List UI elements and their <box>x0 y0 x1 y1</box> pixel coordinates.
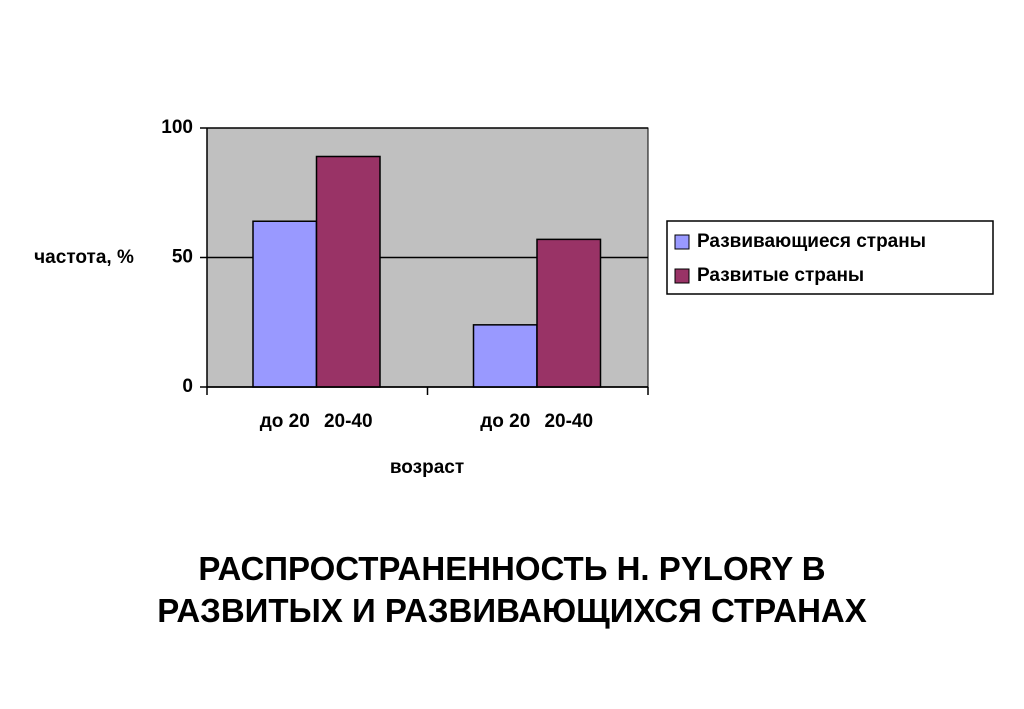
y-tick-label: 0 <box>182 376 193 397</box>
bar <box>472 324 538 388</box>
x-tick-label: до 20 <box>480 411 530 432</box>
x-tick-label: 20-40 <box>544 411 593 432</box>
x-tick-label: до 20 <box>260 411 310 432</box>
x-tick-label: 20-40 <box>324 411 373 432</box>
bar <box>315 155 381 388</box>
bar <box>252 220 318 388</box>
chart-title: РАСПРОСТРАНЕННОСТЬ H. PYLORY В РАЗВИТЫХ … <box>157 550 867 629</box>
y-axis-label: частота, % <box>34 247 134 268</box>
legend-label: Развитые страны <box>697 265 864 286</box>
bar <box>536 238 602 388</box>
legend-swatch <box>674 234 690 250</box>
y-tick-label: 100 <box>161 117 193 138</box>
chart: частота, % возраст 0 50 100 до 20 20-40 до 20… <box>34 117 994 478</box>
legend-swatch <box>674 268 690 284</box>
legend-box <box>666 220 994 295</box>
legend-label: Развивающиеся страны <box>697 231 926 252</box>
y-tick-label: 50 <box>172 247 193 268</box>
x-axis-label: возраст <box>390 457 464 478</box>
